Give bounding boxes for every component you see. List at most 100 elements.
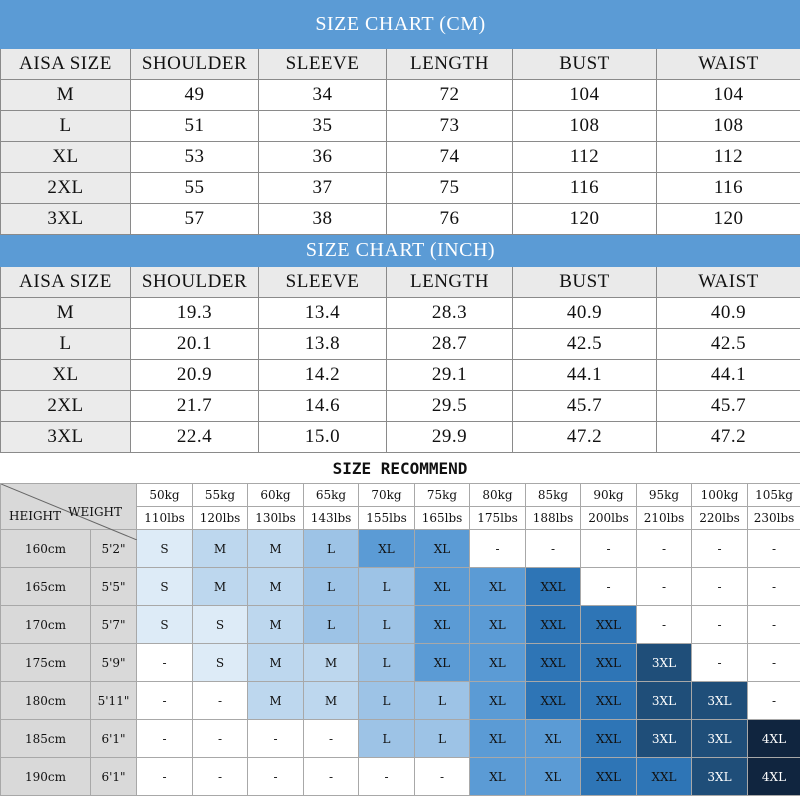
- table-row: L 20.1 13.8 28.7 42.5 42.5: [0, 328, 800, 360]
- size-recommend-table: WEIGHT HEIGHT 50kg 55kg 60kg 65kg 70kg 75kg 80…: [0, 483, 800, 796]
- column-header: SHOULDER: [130, 48, 259, 80]
- measurement-cell: 47.2: [512, 421, 657, 453]
- height-row: 165cm 5'5" S M M L L XL XL XXL - - - -: [0, 567, 800, 606]
- size-recommend-title: SIZE RECOMMEND: [332, 459, 468, 478]
- size-recommend-cell: -: [192, 757, 248, 796]
- column-header: LENGTH: [386, 48, 513, 80]
- weight-kg-header: 80kg: [469, 483, 526, 507]
- measurement-cell: 42.5: [512, 328, 657, 360]
- size-recommend-cell: -: [747, 643, 800, 682]
- height-cm: 165cm: [0, 567, 91, 606]
- height-ft: 5'11": [90, 681, 137, 720]
- size-recommend-cell: -: [247, 719, 304, 758]
- size-recommend-cell: M: [192, 567, 248, 606]
- height-weight-corner: WEIGHT HEIGHT: [0, 483, 137, 540]
- size-recommend-cell: XXL: [580, 605, 637, 644]
- corner-diagonal: [1, 484, 137, 540]
- size-recommend-cell: M: [303, 681, 359, 720]
- size-recommend-cell: L: [358, 719, 415, 758]
- weight-kg-header: 65kg: [303, 483, 359, 507]
- weight-kg-header: 50kg: [136, 483, 193, 507]
- measurement-cell: 49: [130, 79, 259, 111]
- inch-chart-header-row: AISA SIZE SHOULDER SLEEVE LENGTH BUST WAIST: [0, 266, 800, 298]
- measurement-cell: 20.9: [130, 359, 259, 391]
- measurement-cell: 108: [655, 110, 800, 142]
- measurement-cell: 19.3: [130, 297, 259, 329]
- measurement-cell: 108: [512, 110, 657, 142]
- size-label: 3XL: [0, 203, 131, 235]
- weight-kg-header: 55kg: [192, 483, 248, 507]
- size-recommend-cell: M: [247, 605, 304, 644]
- measurement-cell: 104: [512, 79, 657, 111]
- size-recommend-cell: -: [636, 529, 692, 568]
- size-recommend-cell: XL: [414, 529, 470, 568]
- measurement-cell: 112: [512, 141, 657, 173]
- weight-lbs-header: 175lbs: [469, 506, 526, 530]
- height-label: HEIGHT: [9, 509, 62, 523]
- measurement-cell: 44.1: [512, 359, 657, 391]
- measurement-cell: 37: [258, 172, 387, 204]
- measurement-cell: 40.9: [655, 297, 800, 329]
- height-row: 175cm 5'9" - S M M L XL XL XXL XXL 3XL - -: [0, 643, 800, 682]
- size-label: M: [0, 297, 131, 329]
- size-recommend-cell: L: [414, 719, 470, 758]
- size-recommend-cell: M: [247, 643, 304, 682]
- height-cm: 175cm: [0, 643, 91, 682]
- weight-kg-header: 95kg: [636, 483, 692, 507]
- size-label: XL: [0, 141, 131, 173]
- height-ft: 5'5": [90, 567, 137, 606]
- height-cm: 190cm: [0, 757, 91, 796]
- measurement-cell: 120: [512, 203, 657, 235]
- column-header: SLEEVE: [258, 48, 387, 80]
- column-header: AISA SIZE: [0, 266, 131, 298]
- measurement-cell: 55: [130, 172, 259, 204]
- size-label: 2XL: [0, 172, 131, 204]
- size-recommend-cell: -: [247, 757, 304, 796]
- table-row: L 51 35 73 108 108: [0, 110, 800, 142]
- measurement-cell: 45.7: [512, 390, 657, 422]
- size-recommend-cell: XL: [469, 567, 526, 606]
- size-recommend-cell: -: [136, 719, 193, 758]
- weight-lbs-header: 210lbs: [636, 506, 692, 530]
- measurement-cell: 112: [655, 141, 800, 173]
- measurement-cell: 51: [130, 110, 259, 142]
- weight-lbs-header: 143lbs: [303, 506, 359, 530]
- size-recommend-cell: -: [303, 719, 359, 758]
- measurement-cell: 47.2: [655, 421, 800, 453]
- measurement-cell: 28.3: [386, 297, 513, 329]
- size-recommend-cell: XXL: [525, 605, 581, 644]
- size-recommend-cell: XXL: [636, 757, 692, 796]
- size-label: 3XL: [0, 421, 131, 453]
- measurement-cell: 14.2: [258, 359, 387, 391]
- column-header: SLEEVE: [258, 266, 387, 298]
- table-row: 3XL 22.4 15.0 29.9 47.2 47.2: [0, 421, 800, 453]
- size-recommend-cell: -: [691, 605, 748, 644]
- measurement-cell: 44.1: [655, 359, 800, 391]
- size-label: XL: [0, 359, 131, 391]
- cm-chart-header-row: AISA SIZE SHOULDER SLEEVE LENGTH BUST WAIST: [0, 48, 800, 80]
- measurement-cell: 45.7: [655, 390, 800, 422]
- size-recommend-cell: XL: [469, 643, 526, 682]
- size-recommend-cell: M: [247, 567, 304, 606]
- measurement-cell: 29.9: [386, 421, 513, 453]
- size-recommend-cell: M: [247, 529, 304, 568]
- table-row: 3XL 57 38 76 120 120: [0, 203, 800, 235]
- size-recommend-cell: M: [192, 529, 248, 568]
- column-header: LENGTH: [386, 266, 513, 298]
- height-ft: 5'9": [90, 643, 137, 682]
- weight-kg-header: 105kg: [747, 483, 800, 507]
- size-label: L: [0, 328, 131, 360]
- table-row: XL 53 36 74 112 112: [0, 141, 800, 173]
- measurement-cell: 28.7: [386, 328, 513, 360]
- size-recommend-cell: XL: [525, 757, 581, 796]
- size-recommend-cell: -: [747, 529, 800, 568]
- size-recommend-cell: -: [747, 567, 800, 606]
- size-recommend-cell: -: [580, 567, 637, 606]
- size-label: L: [0, 110, 131, 142]
- size-recommend-cell: L: [358, 567, 415, 606]
- size-recommend-cell: L: [358, 681, 415, 720]
- size-recommend-cell: -: [691, 643, 748, 682]
- weight-lbs-header: 130lbs: [247, 506, 304, 530]
- measurement-cell: 116: [512, 172, 657, 204]
- measurement-cell: 53: [130, 141, 259, 173]
